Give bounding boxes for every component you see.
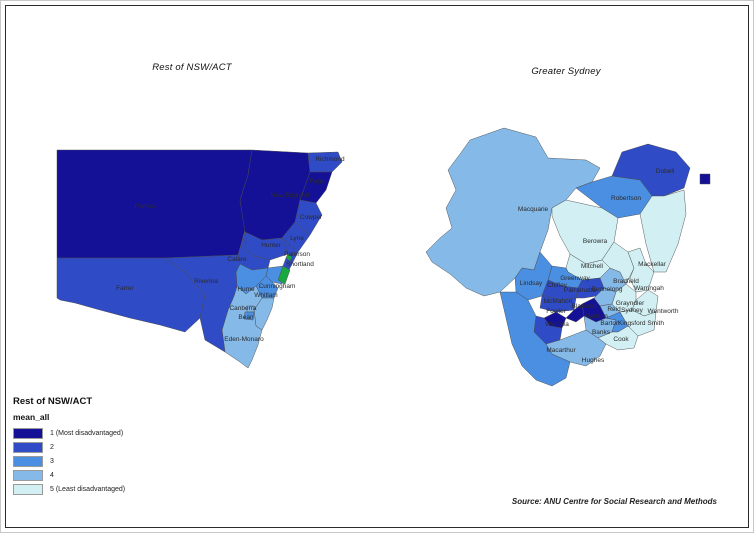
legend-item-label: 4 — [50, 472, 54, 479]
region-label-blaxland: Blaxland — [572, 303, 597, 310]
legend-item-label: 1 (Most disadvantaged) — [50, 430, 124, 437]
region-label-berowra: Berowra — [583, 238, 608, 245]
legend-title: Rest of NSW/ACT — [13, 396, 93, 407]
region-label-macarthur: Macarthur — [546, 347, 576, 354]
region-label-lindsay: Lindsay — [520, 280, 543, 287]
region-label-lyne: Lyne — [290, 235, 304, 242]
region-label-page: Page — [309, 178, 325, 185]
region-unclassified-area-1 — [277, 265, 291, 285]
region-bradfield — [601, 241, 635, 285]
region-label-warringah: Warringah — [634, 285, 664, 292]
region-label-robertson: Robertson — [611, 195, 641, 202]
right-map-title: Greater Sydney — [531, 66, 601, 77]
legend-item-label: 3 — [50, 458, 54, 465]
legend-item-1: 1 (Most disadvantaged) — [13, 428, 125, 439]
region-blaxland — [565, 303, 585, 323]
region-label-farrer: Farrer — [116, 285, 135, 292]
region-label-dobell: Dobell — [656, 168, 675, 175]
region-label-calare: Calare — [227, 256, 247, 263]
region-label-greenway: Greenway — [560, 275, 590, 282]
region-macarthur — [499, 291, 571, 387]
region-label-grayndler: Grayndler — [616, 300, 645, 307]
region-mackellar — [639, 189, 687, 273]
region-label-new-england: New England — [271, 192, 310, 199]
legend-swatch-3 — [13, 456, 43, 467]
region-label-mitchell: Mitchell — [581, 263, 604, 270]
region-label-shortland: Shortland — [286, 261, 314, 268]
map-greater-sydney: Macquarie Dobell Robertson Berowra Mackellar… — [425, 127, 711, 387]
region-label-chifley: Chifley — [547, 282, 568, 289]
legend-item-4: 4 — [13, 470, 125, 481]
region-label-paterson: Paterson — [284, 251, 310, 258]
region-label-bennelong: Bennelong — [591, 286, 622, 293]
region-cowper — [294, 199, 323, 236]
region-label-richmond: Richmond — [315, 156, 345, 163]
region-label-hunter: Hunter — [261, 242, 281, 249]
legend-item-5: 5 (Least disadvantaged) — [13, 484, 125, 495]
region-label-hughes: Hughes — [582, 357, 605, 364]
region-label-kingsford-smith: Kingsford Smith — [618, 320, 664, 327]
region-label-cook: Cook — [613, 336, 629, 343]
region-label-mackellar: Mackellar — [638, 261, 667, 268]
region-label-wentworth: Wentworth — [648, 308, 679, 315]
region-label-cunningham: Cunningham — [259, 283, 296, 290]
region-label-parramatta: Parramatta — [564, 287, 597, 294]
legend-swatch-1 — [13, 428, 43, 439]
legend: Rest of NSW/ACT mean_all 1 (Most disadva… — [13, 396, 125, 498]
region-label-banks: Banks — [592, 329, 611, 336]
region-label-sydney: Sydney — [621, 307, 643, 314]
region-label-riverina: Riverina — [194, 278, 218, 285]
region-bean — [243, 311, 255, 321]
legend-subtitle: mean_all — [13, 412, 50, 422]
region-offshore-area — [699, 173, 711, 185]
region-mcmahon — [539, 295, 577, 313]
region-label-reid: Reid — [607, 306, 621, 313]
region-label-canberra: Canberra — [229, 305, 256, 312]
region-riverina — [164, 254, 241, 353]
legend-item-2: 2 — [13, 442, 125, 453]
region-page — [299, 171, 333, 204]
region-unclassified-area-2 — [285, 253, 293, 262]
region-label-parkes: Parkes — [135, 203, 156, 210]
region-label-werriwa: Werriwa — [545, 321, 569, 328]
region-label-eden-monaro: Eden-Monaro — [224, 336, 264, 343]
region-richmond — [307, 151, 343, 173]
map-rest-of-nsw-act: Parkes New England Richmond Page Cowper Lyne H… — [56, 149, 345, 369]
legend-item-label: 2 — [50, 444, 54, 451]
source-attribution: Source: ANU Centre for Social Research a… — [511, 497, 717, 506]
legend-swatch-4 — [13, 470, 43, 481]
region-label-cowper: Cowper — [300, 214, 323, 221]
region-label-hume: Hume — [237, 286, 255, 293]
region-label-fowler: Fowler — [546, 308, 566, 315]
region-label-watson: Watson — [586, 313, 608, 320]
region-label-bean: Bean — [238, 314, 254, 321]
legend-items: 1 (Most disadvantaged) 2 3 4 5 (Least disadv… — [13, 428, 125, 495]
legend-swatch-5 — [13, 484, 43, 495]
legend-item-3: 3 — [13, 456, 125, 467]
left-map-title: Rest of NSW/ACT — [152, 62, 232, 73]
region-label-barton: Barton — [600, 320, 620, 327]
region-label-macquarie: Macquarie — [518, 206, 549, 213]
region-label-mcmahon: McMahon — [544, 298, 573, 305]
region-label-whitlam: Whitlam — [254, 292, 277, 299]
legend-swatch-2 — [13, 442, 43, 453]
region-label-bradfield: Bradfield — [613, 278, 639, 285]
legend-item-label: 5 (Least disadvantaged) — [50, 486, 126, 493]
